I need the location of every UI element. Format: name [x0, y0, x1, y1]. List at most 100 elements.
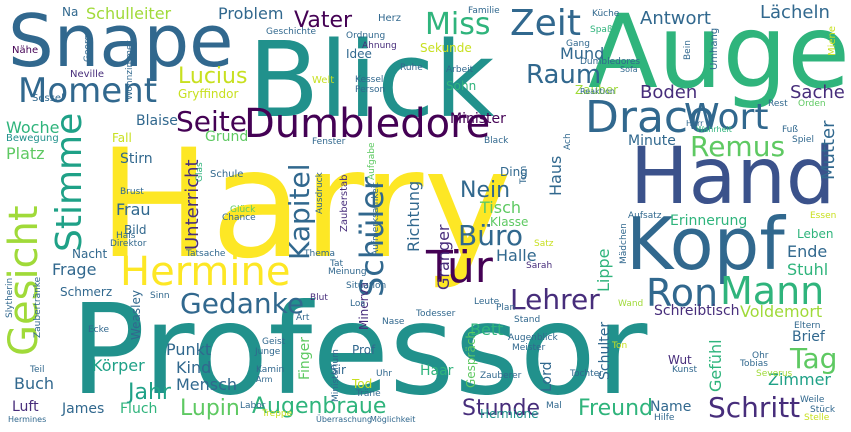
word-spass: Spaß — [590, 25, 613, 35]
word-tochter: Tochter — [570, 369, 603, 379]
word-kunst: Kunst — [672, 365, 698, 375]
word-labor: Labor — [240, 401, 266, 411]
word-idee: Idee — [346, 47, 372, 61]
word-wohnzimmer: Wohnzimmer — [125, 40, 135, 100]
word-kessel: Kessel — [355, 75, 384, 85]
word-severus: Severus — [756, 369, 793, 379]
word-mensch: Mensch — [176, 375, 238, 394]
word-schritt: Schritt — [708, 391, 801, 424]
word-stueck: Stück — [810, 405, 836, 415]
word-fluch: Fluch — [120, 401, 158, 417]
word-leute: Leute — [474, 297, 500, 307]
word-sohn: Sohn — [446, 79, 477, 93]
word-kind: Kind — [176, 358, 212, 377]
word-auge: Auge — [588, 0, 850, 112]
word-sekunde: Sekunde — [420, 41, 472, 55]
word-plan: Plan — [496, 303, 516, 313]
word-hermines: Hermines — [8, 415, 47, 424]
word-thema: Thema — [304, 249, 336, 259]
word-schulleiter: Schulleiter — [86, 4, 172, 23]
word-problem: Problem — [218, 4, 284, 23]
word-augenbraue: Augenbraue — [252, 394, 387, 419]
word-blaise: Blaise — [136, 113, 178, 129]
word-tobias: Tobias — [740, 359, 768, 369]
word-augenblick: Augenblick — [508, 333, 558, 343]
word-sir: Sir — [330, 363, 346, 377]
word-lippe: Lippe — [594, 248, 613, 292]
word-ordnung: Ordnung — [346, 31, 386, 41]
word-meinung: Meinung — [328, 267, 367, 277]
word-fuss: Fuß — [782, 125, 799, 135]
word-arm: Arm — [256, 375, 273, 384]
word-maedchen: Mädchen — [619, 223, 629, 264]
word-draco: Draco — [585, 92, 716, 143]
word-sessel: Sessel — [32, 93, 64, 104]
word-buch: Buch — [14, 374, 55, 393]
word-meister: Meister — [512, 343, 546, 353]
word-gang: Gang — [566, 39, 590, 49]
word-herz: Herz — [378, 13, 402, 24]
word-minister: Minister — [450, 111, 506, 127]
word-frage: Frage — [52, 260, 97, 279]
word-familie: Familie — [468, 6, 500, 16]
word-buero: Büro — [458, 219, 523, 252]
word-direktor: Direktor — [110, 239, 147, 249]
word-nacht: Nacht — [72, 247, 108, 261]
word-ding: Ding — [500, 165, 528, 179]
word-brief: Brief — [792, 329, 825, 345]
word-finger: Finger — [297, 336, 313, 380]
word-snape: Snape — [8, 0, 234, 83]
word-blick: Blick — [248, 19, 495, 141]
word-eltern: Eltern — [794, 321, 821, 331]
word-gryffindor: Gryffindor — [178, 87, 239, 101]
word-antwort: Antwort — [640, 8, 711, 29]
word-nase: Nase — [382, 317, 405, 327]
word-ron: Ron — [646, 271, 719, 315]
word-richtung: Richtung — [404, 180, 423, 252]
word-sinn: Sinn — [150, 291, 170, 301]
word-minute: Minute — [628, 133, 676, 149]
word-tatsache: Tatsache — [186, 249, 226, 259]
word-tod: Tod — [352, 377, 373, 391]
word-todesser: Todesser — [416, 309, 456, 319]
word-bein: Bein — [683, 40, 693, 60]
word-gefuehl: Gefühl — [706, 339, 725, 392]
word-wahrheit: Wahrheit — [696, 125, 732, 134]
word-wut: Wut — [668, 353, 692, 367]
word-frau: Frau — [116, 200, 151, 219]
word-zeit: Zeit — [510, 3, 581, 44]
word-professor: Professor — [70, 278, 648, 423]
word-mutter: Mutter — [818, 120, 839, 180]
word-sache: Sache — [790, 82, 845, 103]
word-tag: Tag — [790, 342, 838, 375]
word-tuer: Tür — [426, 242, 493, 293]
word-person: Person — [355, 85, 386, 95]
word-punkt: Punkt — [166, 340, 212, 359]
word-na: Na — [62, 5, 79, 19]
word-miene: Miene — [827, 25, 838, 56]
word-zauber: Zauber — [575, 83, 619, 97]
word-welt: Welt — [312, 75, 335, 86]
word-ministerium: Ministerium — [331, 349, 341, 402]
word-lucius: Lucius — [178, 64, 248, 89]
word-ohr: Ohr — [752, 351, 769, 361]
word-miss: Miss — [425, 7, 491, 42]
word-vater: Vater — [294, 8, 353, 33]
word-ruhe: Ruhe — [400, 63, 423, 73]
word-spiel: Spiel — [792, 135, 814, 145]
word-haar: Haar — [420, 363, 454, 379]
word-kopf: Kopf — [626, 202, 785, 286]
word-teil: Teil — [30, 365, 45, 375]
word-hilfe: Hilfe — [654, 413, 675, 423]
word-kamin: Kamin — [256, 365, 285, 375]
word-raum: Raum — [526, 60, 602, 90]
word-koerper: Körper — [92, 356, 145, 375]
word-bett: Bett — [470, 320, 504, 339]
word-hermione: Hermione — [480, 407, 539, 421]
word-stand: Stand — [514, 315, 541, 325]
word-wort: Wort — [684, 97, 769, 138]
word-zaubertraenke: Zaubertränke — [33, 276, 43, 338]
word-ecke: Ecke — [88, 325, 110, 335]
word-art: Art — [296, 313, 310, 323]
word-name: Name — [650, 399, 692, 415]
